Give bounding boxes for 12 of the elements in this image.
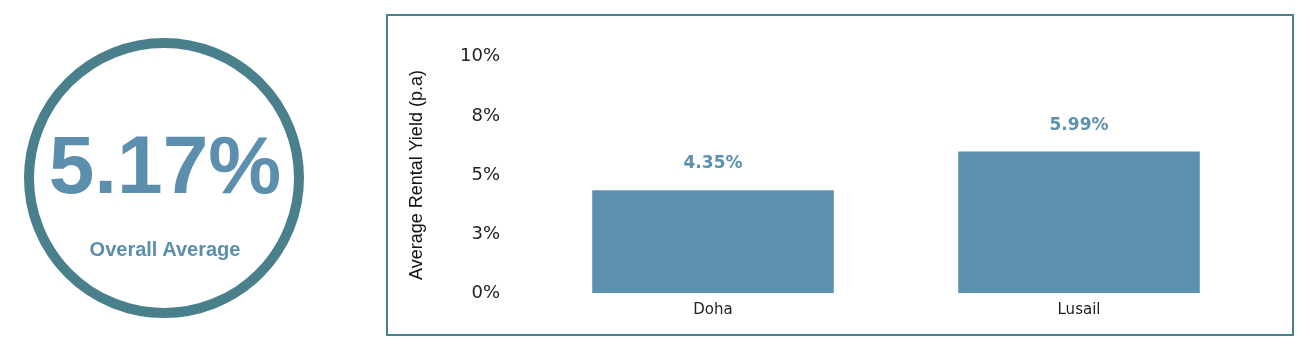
text: 5.17% — [47, 119, 283, 210]
y-tick-label: 8% — [471, 103, 500, 125]
data-label: 4.35% — [683, 152, 743, 173]
y-tick-label: 10% — [459, 44, 500, 66]
x-tick-label: Lusail — [1057, 300, 1101, 319]
x-tick-label: Doha — [693, 300, 733, 319]
y-axis-title: Average Rental Yield (p.a) — [405, 70, 426, 280]
text: Overall Average — [88, 238, 242, 261]
data-label: 5.99% — [1049, 113, 1109, 134]
y-tick-label: 3% — [471, 221, 500, 243]
y-tick-label: 5% — [471, 162, 500, 184]
y-tick-label: 0% — [471, 280, 500, 302]
